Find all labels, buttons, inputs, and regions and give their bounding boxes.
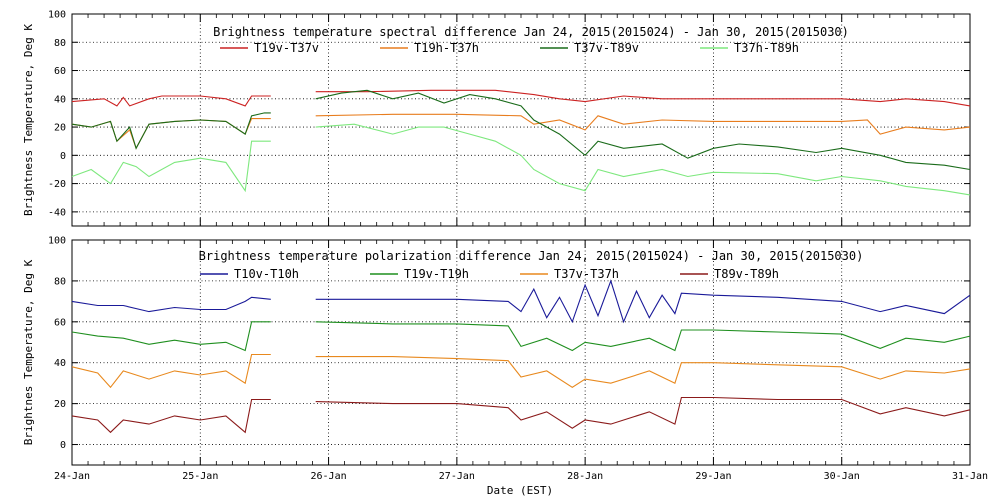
series-line-T37v-T37h <box>71 353 271 389</box>
series-line-T37v-T89v <box>71 112 271 150</box>
y-tick-label: -40 <box>48 207 66 218</box>
series-line-T37h-T89h <box>315 123 971 196</box>
series-line-T19h-T37h <box>71 118 271 150</box>
y-tick-label: 0 <box>60 440 66 451</box>
chart-title: Brightness temperature spectral differen… <box>213 25 849 39</box>
legend-label: T37v-T37h <box>554 267 619 281</box>
y-axis-label: Brightness Temperature, Deg K <box>22 24 35 216</box>
y-tick-label: 20 <box>54 123 66 134</box>
legend-label: T89v-T89h <box>714 267 779 281</box>
series-line-T19h-T37h <box>315 113 971 135</box>
legend-label: T19h-T37h <box>414 41 479 55</box>
panel-1: -40 -20 0 20 40 60 80 100 Brightness Temperature… <box>22 10 971 227</box>
x-tick-label: 25-Jan <box>182 471 218 482</box>
x-tick-label: 28-Jan <box>567 471 603 482</box>
series-line-T37v-T89v <box>315 89 971 171</box>
y-tick-label: -20 <box>48 179 66 190</box>
legend-label: T37v-T89v <box>574 41 639 55</box>
x-tick-label: 27-Jan <box>439 471 475 482</box>
y-tick-label: 20 <box>54 399 66 410</box>
series-line-T37h-T89h <box>71 140 271 193</box>
y-tick-label: 80 <box>54 38 66 49</box>
series-line-T37v-T37h <box>315 356 971 388</box>
series-line-T10v-T10h <box>71 296 271 313</box>
chart-title: Brightness temperature polarization diff… <box>199 249 864 263</box>
y-tick-label: 60 <box>54 66 66 77</box>
legend-label: T19v-T19h <box>404 267 469 281</box>
y-axis-label: Brightnes Temperature, Deg K <box>22 259 35 445</box>
series-line-T89v-T89h <box>315 396 971 429</box>
x-tick-label: 30-Jan <box>824 471 860 482</box>
y-tick-label: 100 <box>48 10 66 21</box>
y-tick-label: 100 <box>48 236 66 247</box>
x-axis-label: Date (EST) <box>487 484 553 497</box>
y-tick-label: 0 <box>60 151 66 162</box>
series-line-T19v-T37v <box>315 89 971 107</box>
y-tick-label: 40 <box>54 358 66 369</box>
x-tick-label: 29-Jan <box>695 471 731 482</box>
series-line-T19v-T19h <box>315 321 971 352</box>
x-tick-label: 24-Jan <box>54 471 90 482</box>
x-tick-label: 26-Jan <box>311 471 347 482</box>
legend-label: T37h-T89h <box>734 41 799 55</box>
legend-label: T19v-T37v <box>254 41 319 55</box>
series-line-T10v-T10h <box>315 279 971 324</box>
legend-label: T10v-T10h <box>234 267 299 281</box>
series-line-T19v-T37v <box>71 95 271 107</box>
y-tick-label: 40 <box>54 94 66 105</box>
series-line-T19v-T19h <box>71 321 271 352</box>
y-tick-label: 80 <box>54 276 66 287</box>
y-tick-label: 60 <box>54 317 66 328</box>
series-line-T89v-T89h <box>71 398 271 434</box>
panel-2: 0 20 40 60 80 100 24-Jan 25-Jan 26-Jan 27-Jan 28-J… <box>22 236 988 483</box>
x-tick-label: 31-Jan <box>952 471 988 482</box>
